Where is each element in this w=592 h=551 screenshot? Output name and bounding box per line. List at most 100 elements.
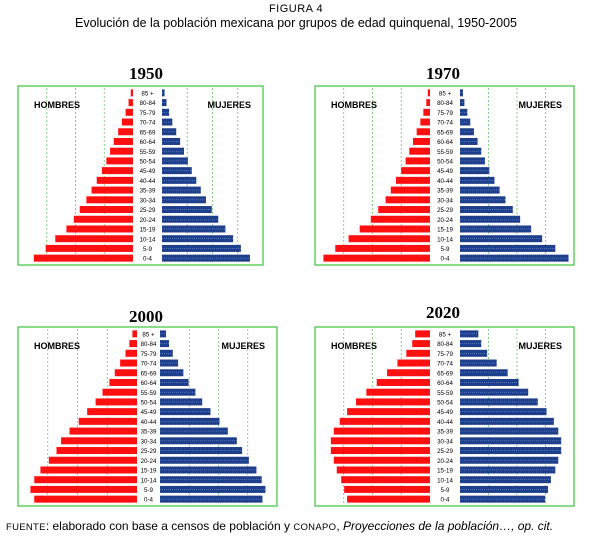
age-label: 85 + [141,90,154,97]
bar-hombres [96,176,133,184]
age-label: 20-24 [437,458,453,465]
bar-mujeres [460,349,488,357]
age-label: 60-64 [437,380,453,387]
age-label: 40-44 [140,178,156,185]
bar-mujeres [460,456,559,464]
bar-hombres [416,128,430,136]
age-label: 25-29 [140,207,156,214]
bar-mujeres [160,369,184,377]
age-label: 65-69 [437,370,453,377]
bar-mujeres [162,137,181,145]
age-label: 5-9 [143,246,153,253]
bar-hombres [56,447,137,455]
age-label: 0-4 [441,497,451,504]
age-label: 15-19 [437,227,453,234]
bar-mujeres [160,398,203,406]
bar-hombres [426,99,430,107]
bar-hombres [95,398,137,406]
age-label: 45-49 [437,409,453,416]
bar-mujeres [162,196,206,204]
age-label: 40-44 [141,419,157,426]
bar-mujeres [460,466,556,474]
age-label: 80-84 [437,341,453,348]
bar-hombres [113,137,133,145]
bar-hombres [335,244,430,252]
age-label: 0-4 [143,256,153,263]
age-label: 80-84 [141,341,157,348]
age-label: 85 + [439,90,452,97]
figure-label: FIGURA 4 [268,3,324,15]
bar-mujeres [460,476,551,484]
bar-hombres [128,99,133,107]
age-label: 20-24 [140,217,156,224]
age-label: 25-29 [437,207,453,214]
bar-mujeres [160,359,179,367]
age-label: 30-34 [141,438,157,445]
age-label: 45-49 [140,168,156,175]
bar-mujeres [460,244,556,252]
mujeres-label: MUJERES [207,100,251,110]
age-label: 75-79 [141,351,157,358]
age-label: 70-74 [140,120,156,127]
bar-hombres [130,89,133,97]
age-label: 15-19 [140,227,156,234]
bar-mujeres [162,186,201,194]
bar-hombres [420,118,430,126]
bar-mujeres [460,225,532,233]
age-label: 30-34 [140,197,156,204]
hombres-label: HOMBRES [34,100,80,110]
bar-hombres [86,196,133,204]
bar-mujeres [460,427,559,435]
age-label: 45-49 [141,409,157,416]
bar-hombres [48,456,138,464]
age-label: 70-74 [437,361,453,368]
bar-mujeres [460,330,479,338]
bar-hombres [412,340,430,348]
bar-hombres [401,167,430,175]
age-label: 35-39 [140,188,156,195]
bar-mujeres [160,495,263,503]
bar-hombres [110,147,133,155]
bar-mujeres [460,89,463,97]
bar-hombres [347,495,430,503]
bar-hombres [405,157,430,165]
age-label: 20-24 [141,458,157,465]
bar-hombres [106,157,133,165]
age-label: 55-59 [437,390,453,397]
bar-hombres [370,215,430,223]
source-sep: , [336,519,343,533]
bar-hombres [339,417,430,425]
bar-hombres [40,466,137,474]
bar-mujeres [460,118,471,126]
age-label: 25-29 [141,448,157,455]
bar-mujeres [162,176,197,184]
age-label: 60-64 [141,380,157,387]
bar-mujeres [162,235,234,243]
bar-hombres [34,476,138,484]
bar-hombres [359,225,430,233]
age-label: 50-54 [141,400,157,407]
age-label: 50-54 [140,159,156,166]
age-label: 10-14 [141,477,157,484]
source-italic: Proyecciones de la población…, op. cit. [342,519,554,533]
bar-mujeres [160,427,228,435]
mujeres-label: MUJERES [221,341,265,351]
bar-hombres [87,408,137,416]
bar-hombres [125,349,137,357]
age-label: 25-29 [437,448,453,455]
bar-hombres [61,437,137,445]
age-label: 30-34 [437,438,453,445]
bar-mujeres [460,378,519,386]
age-label: 45-49 [437,168,453,175]
bar-mujeres [162,118,173,126]
bar-mujeres [460,235,543,243]
bar-hombres [69,427,137,435]
bar-mujeres [460,408,547,416]
bar-hombres [348,235,430,243]
age-label: 35-39 [141,429,157,436]
bar-mujeres [162,128,177,136]
age-label: 0-4 [144,497,154,504]
bar-hombres [120,359,137,367]
